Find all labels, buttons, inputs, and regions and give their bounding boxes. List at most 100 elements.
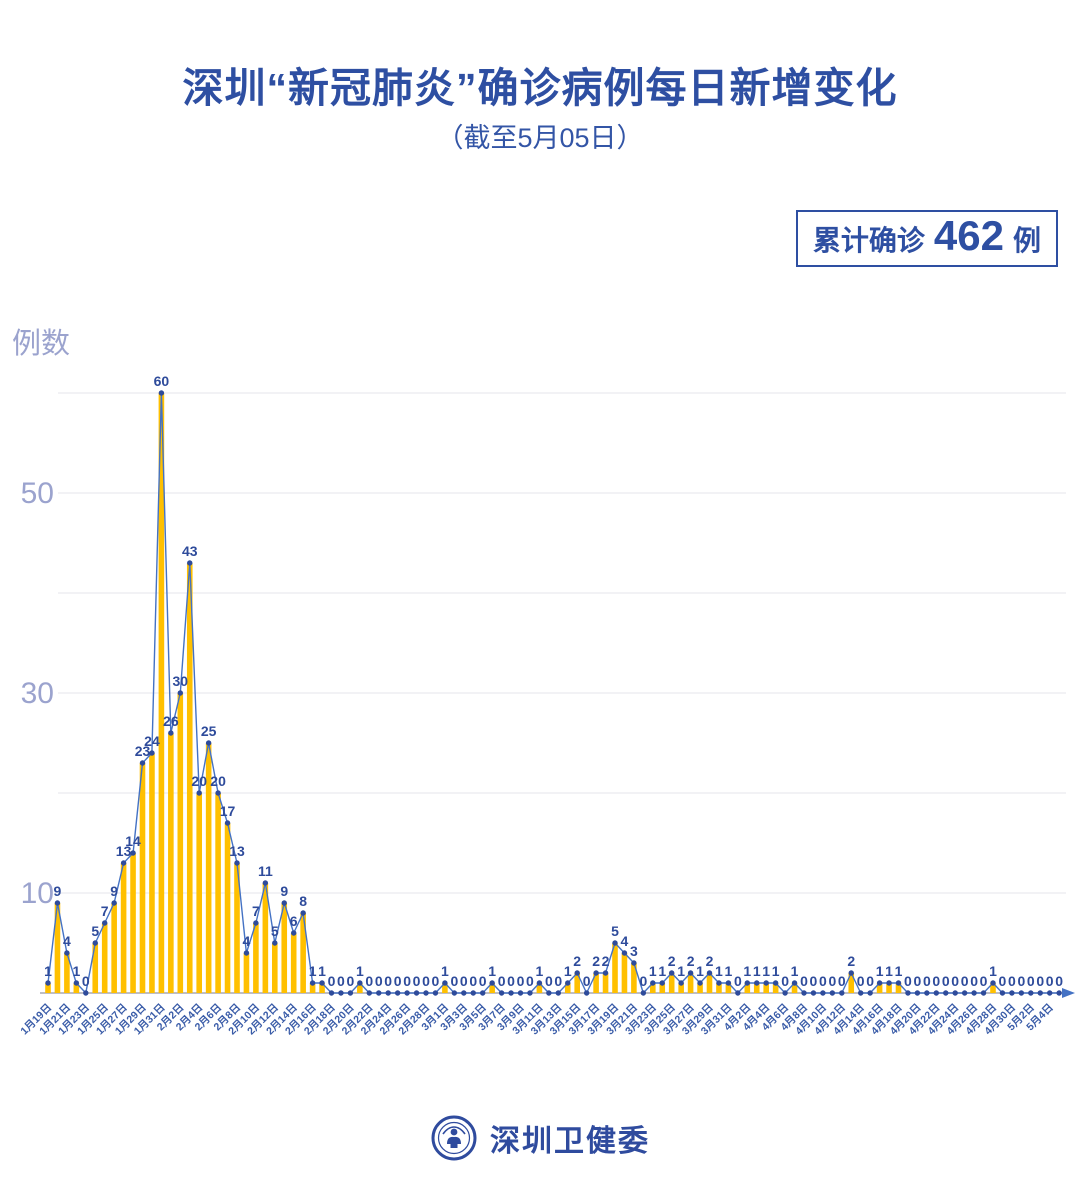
- svg-text:43: 43: [182, 543, 198, 559]
- svg-text:1: 1: [696, 963, 704, 979]
- svg-text:0: 0: [800, 973, 808, 989]
- svg-text:0: 0: [914, 973, 922, 989]
- svg-text:0: 0: [904, 973, 912, 989]
- svg-text:13: 13: [116, 843, 132, 859]
- svg-text:1: 1: [658, 963, 666, 979]
- svg-text:1: 1: [895, 963, 903, 979]
- svg-text:1: 1: [536, 963, 544, 979]
- value-labels: 1941057913142324602630432025201713471159…: [44, 373, 1063, 989]
- svg-text:4: 4: [63, 933, 71, 949]
- svg-text:1: 1: [753, 963, 761, 979]
- svg-text:0: 0: [970, 973, 978, 989]
- svg-text:0: 0: [422, 973, 430, 989]
- svg-text:24: 24: [144, 733, 160, 749]
- svg-text:25: 25: [201, 723, 217, 739]
- svg-text:0: 0: [1027, 973, 1035, 989]
- svg-text:0: 0: [1036, 973, 1044, 989]
- svg-text:14: 14: [125, 833, 141, 849]
- gridlines: [58, 392, 1066, 894]
- y-tick-labels: 10 30 50: [21, 477, 54, 910]
- svg-text:23: 23: [135, 743, 151, 759]
- svg-text:2: 2: [592, 953, 600, 969]
- svg-text:1: 1: [791, 963, 799, 979]
- svg-text:7: 7: [252, 903, 260, 919]
- svg-text:10: 10: [21, 877, 54, 910]
- svg-text:1: 1: [772, 963, 780, 979]
- svg-text:0: 0: [450, 973, 458, 989]
- svg-text:0: 0: [999, 973, 1007, 989]
- svg-text:20: 20: [191, 773, 207, 789]
- svg-text:30: 30: [21, 677, 54, 710]
- svg-text:5: 5: [611, 923, 619, 939]
- svg-text:1: 1: [309, 963, 317, 979]
- svg-text:0: 0: [857, 973, 865, 989]
- svg-text:6: 6: [290, 913, 298, 929]
- svg-text:1: 1: [762, 963, 770, 979]
- svg-text:11: 11: [258, 863, 273, 879]
- svg-text:0: 0: [583, 973, 591, 989]
- cumulative-total-badge: 累计确诊 462 例: [795, 210, 1058, 267]
- svg-text:0: 0: [545, 973, 553, 989]
- footer: 深圳卫健委: [0, 1108, 1080, 1168]
- svg-text:3: 3: [630, 943, 638, 959]
- svg-text:0: 0: [734, 973, 742, 989]
- svg-text:0: 0: [1008, 973, 1016, 989]
- org-name: 深圳卫健委: [490, 1125, 650, 1158]
- svg-text:0: 0: [866, 973, 874, 989]
- svg-text:1: 1: [885, 963, 893, 979]
- x-tick-labels: 1月19日1月21日1月23日1月25日1月27日1月29日1月31日2月2日2…: [18, 1002, 1055, 1038]
- svg-text:20: 20: [210, 773, 226, 789]
- page-subtitle: （截至5月05日）: [436, 123, 644, 153]
- svg-text:0: 0: [951, 973, 959, 989]
- svg-text:0: 0: [828, 973, 836, 989]
- svg-text:50: 50: [21, 477, 54, 510]
- svg-text:1: 1: [72, 963, 80, 979]
- svg-text:0: 0: [1017, 973, 1025, 989]
- y-axis-title: 例数: [12, 328, 71, 360]
- svg-text:13: 13: [229, 843, 245, 859]
- svg-text:2: 2: [573, 953, 581, 969]
- axis-arrow-icon: [1062, 988, 1075, 998]
- svg-text:0: 0: [432, 973, 440, 989]
- svg-text:0: 0: [469, 973, 477, 989]
- data-point-markers: [45, 390, 1062, 996]
- svg-text:1: 1: [989, 963, 997, 979]
- svg-text:1: 1: [876, 963, 884, 979]
- bars: [45, 393, 996, 993]
- svg-text:2: 2: [847, 953, 855, 969]
- svg-text:0: 0: [942, 973, 950, 989]
- svg-text:1: 1: [743, 963, 751, 979]
- svg-text:0: 0: [1046, 973, 1054, 989]
- svg-text:0: 0: [517, 973, 525, 989]
- svg-text:0: 0: [526, 973, 534, 989]
- svg-text:1: 1: [677, 963, 685, 979]
- page-title: 深圳“新冠肺炎”确诊病例每日新增变化: [182, 65, 898, 111]
- svg-text:0: 0: [403, 973, 411, 989]
- badge-unit: 例: [1012, 225, 1041, 256]
- svg-text:1: 1: [356, 963, 364, 979]
- svg-text:0: 0: [347, 973, 355, 989]
- svg-text:2: 2: [687, 953, 695, 969]
- svg-text:4: 4: [243, 933, 251, 949]
- svg-text:1: 1: [725, 963, 733, 979]
- svg-text:1: 1: [441, 963, 449, 979]
- svg-text:0: 0: [413, 973, 421, 989]
- badge-value: 462: [933, 212, 1004, 259]
- svg-text:5: 5: [271, 923, 279, 939]
- svg-text:0: 0: [507, 973, 515, 989]
- svg-text:2: 2: [668, 953, 676, 969]
- svg-text:0: 0: [498, 973, 506, 989]
- svg-text:30: 30: [173, 673, 189, 689]
- svg-text:26: 26: [163, 713, 179, 729]
- svg-text:0: 0: [781, 973, 789, 989]
- svg-text:0: 0: [375, 973, 383, 989]
- svg-text:4: 4: [621, 933, 629, 949]
- svg-text:0: 0: [365, 973, 373, 989]
- svg-text:0: 0: [460, 973, 468, 989]
- svg-text:0: 0: [923, 973, 931, 989]
- svg-text:9: 9: [280, 883, 288, 899]
- svg-text:5: 5: [91, 923, 99, 939]
- svg-text:1: 1: [44, 963, 52, 979]
- svg-text:0: 0: [961, 973, 969, 989]
- svg-text:1: 1: [318, 963, 326, 979]
